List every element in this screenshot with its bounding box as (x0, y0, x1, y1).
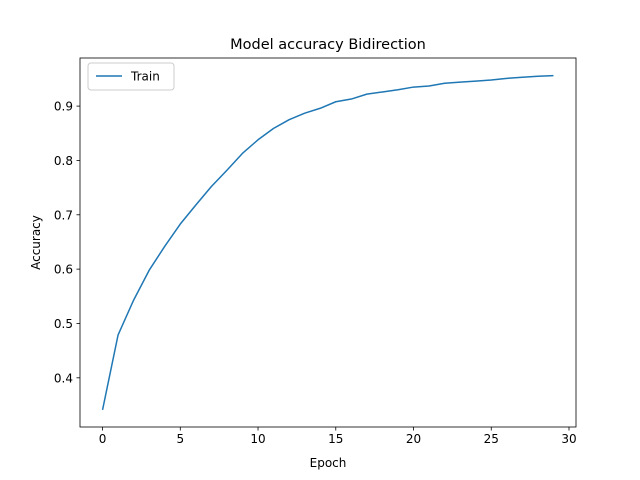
legend-box (87, 62, 175, 91)
plot-area: 0 5 10 15 20 25 30 0.4 0.5 0.6 0.7 0.8 0.9 (54, 57, 577, 446)
y-tick-label: 0.7 (54, 208, 73, 222)
x-tick-label: 10 (250, 432, 265, 446)
legend: Train (87, 62, 175, 91)
legend-entry-train: Train (130, 70, 160, 84)
x-axis-label: Epoch (310, 456, 347, 470)
y-tick-label: 0.5 (54, 317, 73, 331)
x-tick-label: 15 (328, 432, 343, 446)
x-tick-label: 5 (176, 432, 184, 446)
y-axis-label: Accuracy (29, 215, 43, 270)
y-tick-label: 0.8 (54, 154, 73, 168)
x-tick-label: 0 (99, 432, 107, 446)
x-tick-label: 25 (484, 432, 499, 446)
series-line-train (101, 74, 554, 411)
plot-frame (79, 57, 577, 428)
x-tick-label: 30 (561, 432, 576, 446)
y-tick-label: 0.6 (54, 263, 73, 277)
chart-title: Model accuracy Bidirection (230, 37, 426, 53)
y-tick-label: 0.9 (54, 100, 73, 114)
y-tick-label: 0.4 (54, 371, 73, 385)
x-tick-label: 20 (406, 432, 421, 446)
